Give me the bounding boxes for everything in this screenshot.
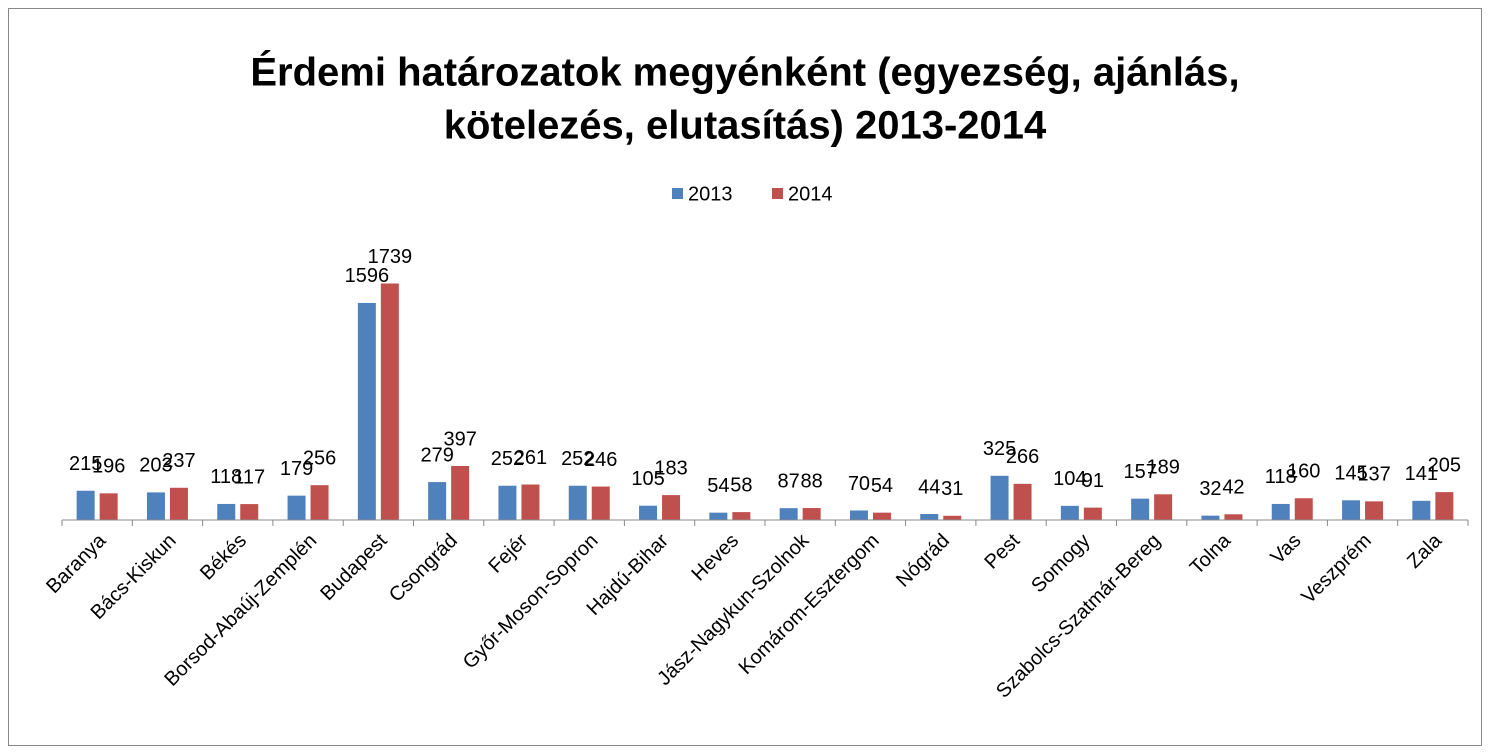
data-label: 203 [139, 455, 172, 477]
data-label: 32 [1199, 478, 1221, 500]
data-label: 1739 [368, 246, 413, 268]
data-label: 137 [1357, 464, 1390, 486]
bar [99, 493, 118, 520]
bar [802, 508, 821, 520]
data-label: 44 [918, 476, 940, 498]
chart-border [8, 8, 1482, 746]
bar [662, 495, 681, 520]
legend-swatch [672, 188, 683, 199]
data-label: 252 [561, 448, 594, 470]
bar [943, 515, 962, 520]
data-label: 42 [1222, 477, 1244, 499]
bar [1060, 505, 1079, 520]
data-label: 246 [584, 449, 617, 471]
data-label: 179 [280, 458, 313, 480]
data-label: 1596 [345, 265, 390, 287]
bar [1201, 515, 1220, 520]
bar [380, 283, 399, 520]
data-label: 118 [1265, 466, 1297, 488]
bar [521, 484, 540, 520]
bar [310, 485, 329, 520]
bar [451, 466, 470, 520]
data-label: 215 [69, 453, 102, 475]
bar [146, 492, 165, 520]
bar [76, 490, 95, 520]
bar [920, 514, 939, 520]
data-label: 261 [514, 447, 547, 469]
data-label: 205 [1428, 454, 1461, 476]
data-label: 91 [1082, 470, 1104, 492]
bar [568, 485, 587, 520]
bar [428, 482, 447, 520]
data-label: 70 [848, 473, 870, 495]
data-label: 160 [1287, 461, 1320, 483]
bar [1435, 492, 1454, 520]
bar [217, 503, 236, 520]
data-label: 117 [233, 466, 265, 488]
data-label: 256 [303, 447, 336, 469]
data-label: 157 [1123, 461, 1156, 483]
bar [240, 504, 259, 520]
bar [639, 505, 658, 520]
data-label: 189 [1146, 457, 1179, 479]
data-label: 252 [491, 448, 524, 470]
bar [849, 510, 868, 520]
data-label: 54 [871, 475, 893, 497]
data-label: 266 [1006, 446, 1039, 468]
bar [1412, 500, 1431, 520]
bar [1271, 503, 1290, 520]
data-label: 325 [983, 438, 1016, 460]
bar [1365, 501, 1384, 520]
bar [287, 495, 306, 520]
data-label: 118 [210, 466, 242, 488]
data-label: 31 [941, 478, 963, 500]
bar [169, 487, 188, 520]
bar [990, 475, 1009, 520]
data-label: 87 [778, 470, 800, 492]
data-label: 397 [443, 428, 476, 450]
data-label: 88 [801, 470, 823, 492]
bar [1224, 514, 1243, 520]
data-label: 145 [1334, 463, 1367, 485]
bar [709, 512, 728, 520]
legend-label: 2013 [688, 183, 733, 205]
bar [1294, 498, 1313, 520]
data-label: 279 [420, 444, 453, 466]
data-label: 183 [654, 457, 687, 479]
chart-title: Érdemi határozatok megyénként (egyezség,… [250, 50, 1239, 95]
bar [1342, 500, 1361, 520]
bar [872, 512, 891, 520]
data-label: 105 [631, 468, 664, 490]
bar [591, 486, 610, 520]
data-label: 196 [92, 456, 125, 478]
bar [1154, 494, 1173, 520]
bar [498, 485, 517, 520]
data-label: 104 [1053, 468, 1086, 490]
bar [732, 512, 751, 520]
legend-swatch [772, 188, 783, 199]
bar [1013, 483, 1032, 520]
data-label: 141 [1405, 463, 1438, 485]
bar [357, 302, 376, 520]
bar [779, 508, 798, 520]
data-label: 58 [730, 474, 752, 496]
bar [1131, 498, 1150, 520]
chart-title: kötelezés, elutasítás) 2013-2014 [444, 104, 1047, 148]
data-label: 237 [162, 450, 195, 472]
legend-label: 2014 [788, 183, 833, 205]
data-label: 54 [707, 475, 729, 497]
bar [1083, 507, 1102, 520]
